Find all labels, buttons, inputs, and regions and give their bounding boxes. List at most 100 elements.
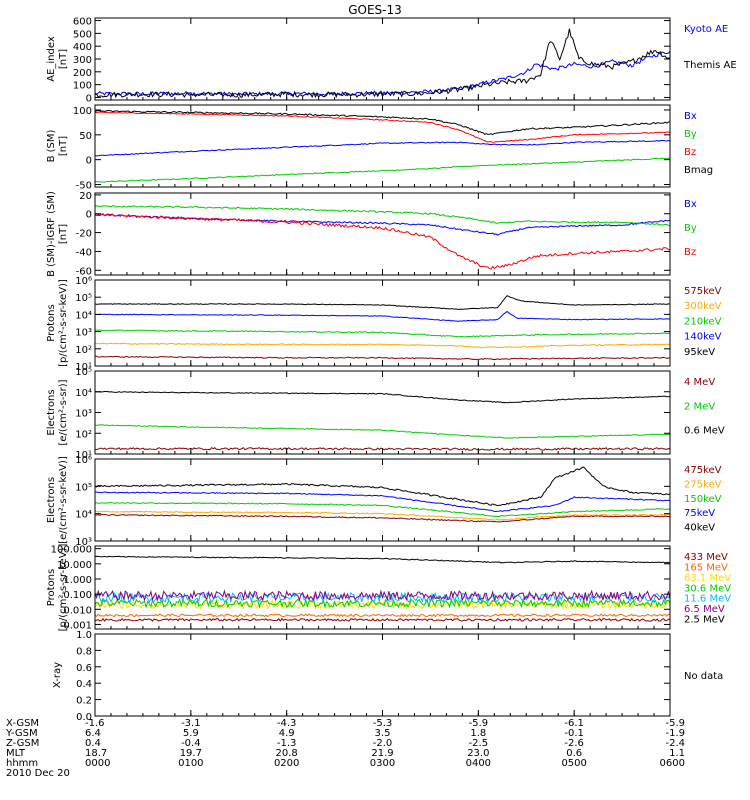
series-line-dbsm-2 xyxy=(94,212,671,270)
y-tick-label: 10² xyxy=(75,345,92,356)
ephemeris-value: 18.7 xyxy=(85,748,107,759)
ephemeris-value: 0200 xyxy=(274,758,299,769)
ephemeris-value: 4.9 xyxy=(279,728,295,739)
series-line-electrons_kev-3 xyxy=(94,491,671,513)
y-axis-label: B (SM) xyxy=(46,129,57,162)
legend-entry: 210keV xyxy=(684,316,722,327)
ephemeris-value: -5.3 xyxy=(373,718,393,729)
y-axis-label: [p/(cm²-s-sr-keV)] xyxy=(58,279,69,367)
y-tick-label: 10¹ xyxy=(75,362,92,373)
y-axis-label: [nT] xyxy=(58,49,69,69)
y-tick-label: 0.6 xyxy=(76,663,92,674)
ephemeris-row-label: MLT xyxy=(6,748,26,759)
y-axis-label: Electrons xyxy=(46,389,57,435)
series-line-protons_mev-2 xyxy=(94,599,671,611)
series-line-protons_mev-6 xyxy=(94,555,671,564)
y-tick-label: 0.0 xyxy=(76,712,92,723)
ephemeris-value: -2.4 xyxy=(665,738,685,749)
y-tick-label: 10⁵ xyxy=(75,293,92,304)
legend-entry: 6.5 MeV xyxy=(684,604,725,615)
series-line-protons_low-1 xyxy=(94,342,671,349)
ephemeris-value: -2.0 xyxy=(373,738,393,749)
y-tick-label: 500 xyxy=(73,29,92,40)
y-tick-label: 0 xyxy=(86,156,92,167)
series-line-bsm-1 xyxy=(94,157,671,183)
series-line-protons_mev-0 xyxy=(94,617,671,622)
chart-title: GOES-13 xyxy=(348,3,402,17)
series-line-protons_mev-5 xyxy=(94,589,671,602)
legend-entry: 150keV xyxy=(684,494,722,505)
series-line-bsm-3 xyxy=(94,109,671,136)
ephemeris-value: -5.9 xyxy=(665,718,685,729)
legend-entry: Bz xyxy=(684,147,696,158)
y-tick-label: 0 xyxy=(86,93,92,104)
y-axis-label: [p/(cm²-s-sr-keV)] xyxy=(58,544,69,632)
y-tick-label: 10⁶ xyxy=(75,276,92,287)
y-tick-label: 1.0 xyxy=(76,630,92,641)
series-line-electrons_mev-1 xyxy=(94,424,671,439)
y-axis-label: Protons xyxy=(46,304,57,341)
series-line-electrons_mev-2 xyxy=(94,390,671,404)
legend-entry: 4 MeV xyxy=(684,377,715,388)
y-tick-label: 100 xyxy=(73,106,92,117)
legend-entry: By xyxy=(684,129,697,140)
ephemeris-value: 3.5 xyxy=(375,728,391,739)
legend-entry: Themis AE xyxy=(683,60,737,71)
legend-entry: 11.6 MeV xyxy=(684,594,731,605)
legend-entry: 140keV xyxy=(684,332,722,343)
ephemeris-value: 0500 xyxy=(561,758,586,769)
ephemeris-value: 0.4 xyxy=(85,738,101,749)
y-tick-label: 10³ xyxy=(75,328,92,339)
series-line-electrons_kev-1 xyxy=(94,510,671,521)
ephemeris-value: 0100 xyxy=(178,758,203,769)
panel-protons_mev: 0.001 0.010 0.100 1.000 10.000 100.000 Protons… xyxy=(46,544,731,632)
ephemeris-row-label: Z-GSM xyxy=(6,738,39,749)
ephemeris-value: -3.1 xyxy=(181,718,201,729)
y-axis-label: [e/(cm²-s-sr-keV)] xyxy=(58,456,69,544)
series-line-protons_low-3 xyxy=(94,310,671,322)
ephemeris-value: 0300 xyxy=(370,758,395,769)
panel-electrons_kev: 10³ 10⁴ 10⁵ 10⁶ Electrons [e/(cm²-s-sr-keV)] 4… xyxy=(46,455,722,548)
ephemeris-value: 1.1 xyxy=(669,748,685,759)
y-tick-label: 0.001 xyxy=(63,620,92,631)
ephemeris-value: -1.9 xyxy=(665,728,685,739)
y-tick-label: -60 xyxy=(76,266,92,277)
y-axis-label: X-ray xyxy=(52,662,63,688)
legend-entry: Kyoto AE xyxy=(684,24,728,35)
ephemeris-value: -6.1 xyxy=(564,718,584,729)
ephemeris-date: 2010 Dec 20 xyxy=(6,768,70,779)
series-line-electrons_kev-4 xyxy=(94,466,671,507)
series-line-dbsm-0 xyxy=(94,213,671,236)
y-tick-label: 50 xyxy=(79,131,92,142)
legend-entry: 30.6 MeV xyxy=(684,583,731,594)
y-tick-label: -50 xyxy=(76,181,92,192)
y-tick-label: -20 xyxy=(76,229,92,240)
y-tick-label: 10⁴ xyxy=(75,388,92,399)
y-axis-label: [e/(cm²-s-sr)] xyxy=(58,379,69,445)
y-tick-label: 0.4 xyxy=(76,679,92,690)
y-tick-label: 10² xyxy=(75,429,92,440)
ephemeris-row-label: X-GSM xyxy=(6,718,39,729)
y-tick-label: 10⁴ xyxy=(75,310,92,321)
ephemeris-value: 6.4 xyxy=(85,728,101,739)
y-tick-label: 600 xyxy=(73,17,92,28)
y-tick-label: 10¹ xyxy=(75,450,92,461)
legend-entry: 95keV xyxy=(684,347,715,358)
legend-entry: 575keV xyxy=(684,286,722,297)
series-line-protons_low-2 xyxy=(94,329,671,338)
ephemeris-value: 23.0 xyxy=(467,748,489,759)
y-tick-label: 200 xyxy=(73,68,92,79)
y-tick-label: 0.100 xyxy=(63,590,92,601)
legend-entry: By xyxy=(684,223,697,234)
ephemeris-row-label: Y-GSM xyxy=(5,728,38,739)
ephemeris-value: -2.6 xyxy=(564,738,584,749)
legend-entry: Bmag xyxy=(684,165,713,176)
y-tick-label: 400 xyxy=(73,42,92,53)
legend-entry: 433 MeV xyxy=(684,552,728,563)
series-line-bsm-2 xyxy=(94,111,671,143)
y-tick-label: 10⁵ xyxy=(75,482,92,493)
ephemeris-value: -1.3 xyxy=(277,738,297,749)
panel-xray: 0.0 0.2 0.4 0.6 0.8 1.0 X-ray No data xyxy=(52,630,723,723)
